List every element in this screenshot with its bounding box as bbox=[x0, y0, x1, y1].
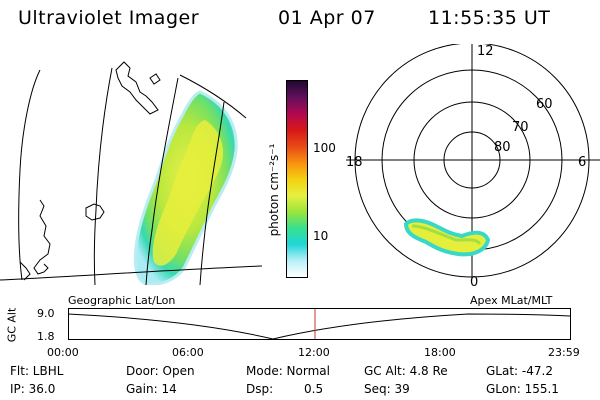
xtick-1800: 18:00 bbox=[424, 346, 456, 359]
colorbar bbox=[286, 80, 308, 278]
glat-info: GLat: -47.2 bbox=[486, 364, 553, 378]
glon-info: GLon: 155.1 bbox=[486, 382, 559, 396]
mlt-label-0: 0 bbox=[470, 275, 479, 290]
altitude-curve bbox=[68, 313, 571, 340]
altitude-ylabel: GC Alt bbox=[5, 307, 19, 343]
xtick-1200: 12:00 bbox=[298, 346, 330, 359]
apex-caption: Apex MLat/MLT bbox=[470, 294, 553, 307]
polar-aurora-band bbox=[411, 224, 482, 246]
gc-alt-info: GC Alt: 4.8 Re bbox=[364, 364, 448, 378]
geographic-caption: Geographic Lat/Lon bbox=[68, 294, 176, 307]
mlt-label-6: 6 bbox=[578, 155, 587, 170]
coastlines bbox=[19, 61, 161, 281]
map-grid bbox=[0, 67, 263, 285]
colorbar-tick-10: 10 bbox=[313, 229, 329, 243]
mlat-label-80: 80 bbox=[494, 140, 511, 155]
xtick-0000: 00:00 bbox=[47, 346, 79, 359]
aurora-core bbox=[152, 120, 224, 266]
instrument-title: Ultraviolet Imager bbox=[18, 7, 200, 29]
mlat-label-70: 70 bbox=[512, 120, 529, 135]
time-label: 11:55:35 UT bbox=[428, 7, 551, 29]
altitude-ytick-bottom: 1.8 bbox=[37, 330, 55, 343]
seq-info: Seq: 39 bbox=[364, 382, 410, 396]
altitude-ytick-top: 9.0 bbox=[37, 307, 55, 320]
mlat-label-60: 60 bbox=[536, 97, 553, 112]
altitude-frame bbox=[68, 308, 571, 340]
xtick-2359: 23:59 bbox=[548, 346, 580, 359]
colorbar-unit-label: photon cm⁻²s⁻¹ bbox=[267, 143, 281, 237]
altitude-strip-plot bbox=[68, 308, 571, 340]
geographic-image-panel bbox=[0, 61, 263, 285]
date-label: 01 Apr 07 bbox=[278, 7, 376, 29]
filter-info: Flt: LBHL bbox=[10, 364, 64, 378]
polar-mlt-panel bbox=[346, 44, 600, 279]
colorbar-tick-100: 100 bbox=[313, 141, 336, 155]
dsp-label: Dsp: bbox=[246, 382, 274, 396]
colorbar-gradient bbox=[287, 81, 307, 277]
xtick-0600: 06:00 bbox=[172, 346, 204, 359]
mlt-label-18: 18 bbox=[346, 155, 363, 170]
ip-info: IP: 36.0 bbox=[10, 382, 56, 396]
gain-info: Gain: 14 bbox=[126, 382, 177, 396]
door-info: Door: Open bbox=[126, 364, 195, 378]
mode-info: Mode: Normal bbox=[246, 364, 330, 378]
mlt-label-12: 12 bbox=[477, 44, 494, 59]
dsp-value: 0.5 bbox=[304, 382, 324, 396]
